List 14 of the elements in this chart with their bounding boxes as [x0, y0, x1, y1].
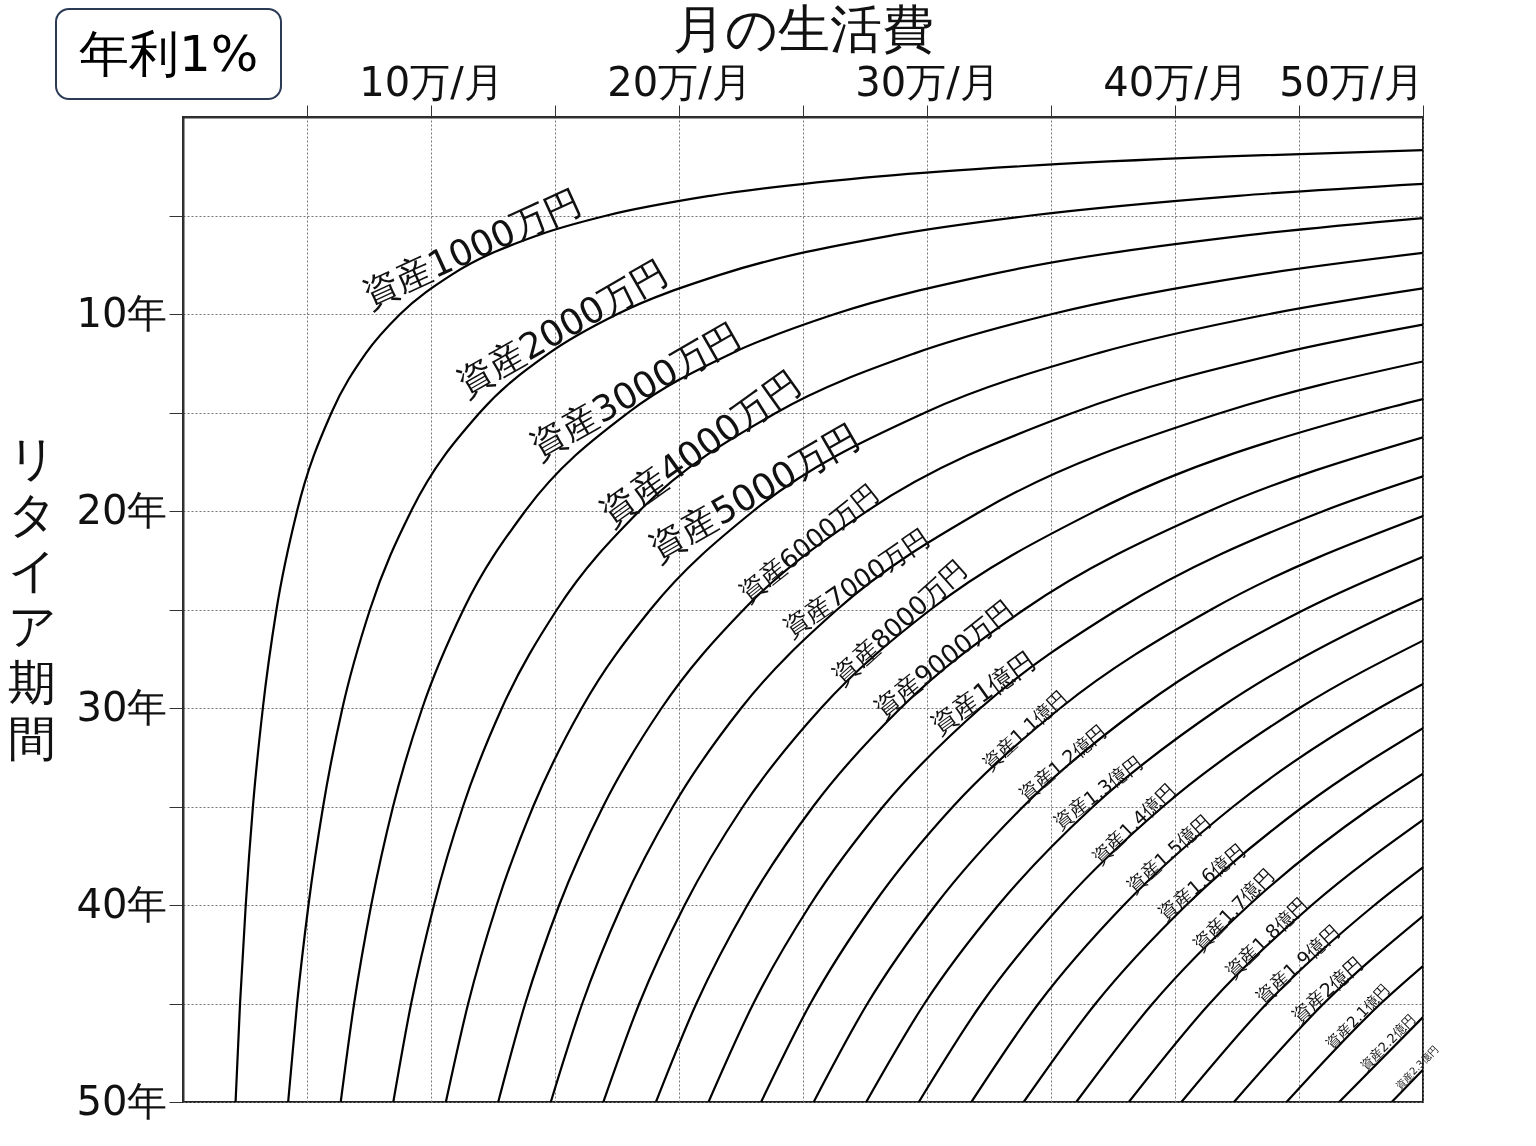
text: 資産2.3億円	[1393, 1043, 1441, 1092]
y-tick-label: 10年	[76, 289, 168, 336]
y-tick-label: 40年	[76, 880, 168, 927]
x-tick-label: 10万/月	[359, 58, 504, 105]
x-tick-label: 40万/月	[1103, 58, 1248, 105]
y-tick-label: 50年	[76, 1077, 168, 1124]
chart-title: 年利1%	[55, 8, 283, 100]
y-tick-label: 30年	[76, 683, 168, 730]
x-axis-title: 月の生活費	[673, 0, 934, 59]
y-axis-title: リタイア期間	[6, 430, 58, 766]
x-tick-label: 20万/月	[607, 58, 752, 105]
x-tick-label: 50万/月	[1279, 58, 1424, 105]
y-tick-label: 20年	[76, 486, 168, 533]
x-tick-label: 30万/月	[855, 58, 1000, 105]
